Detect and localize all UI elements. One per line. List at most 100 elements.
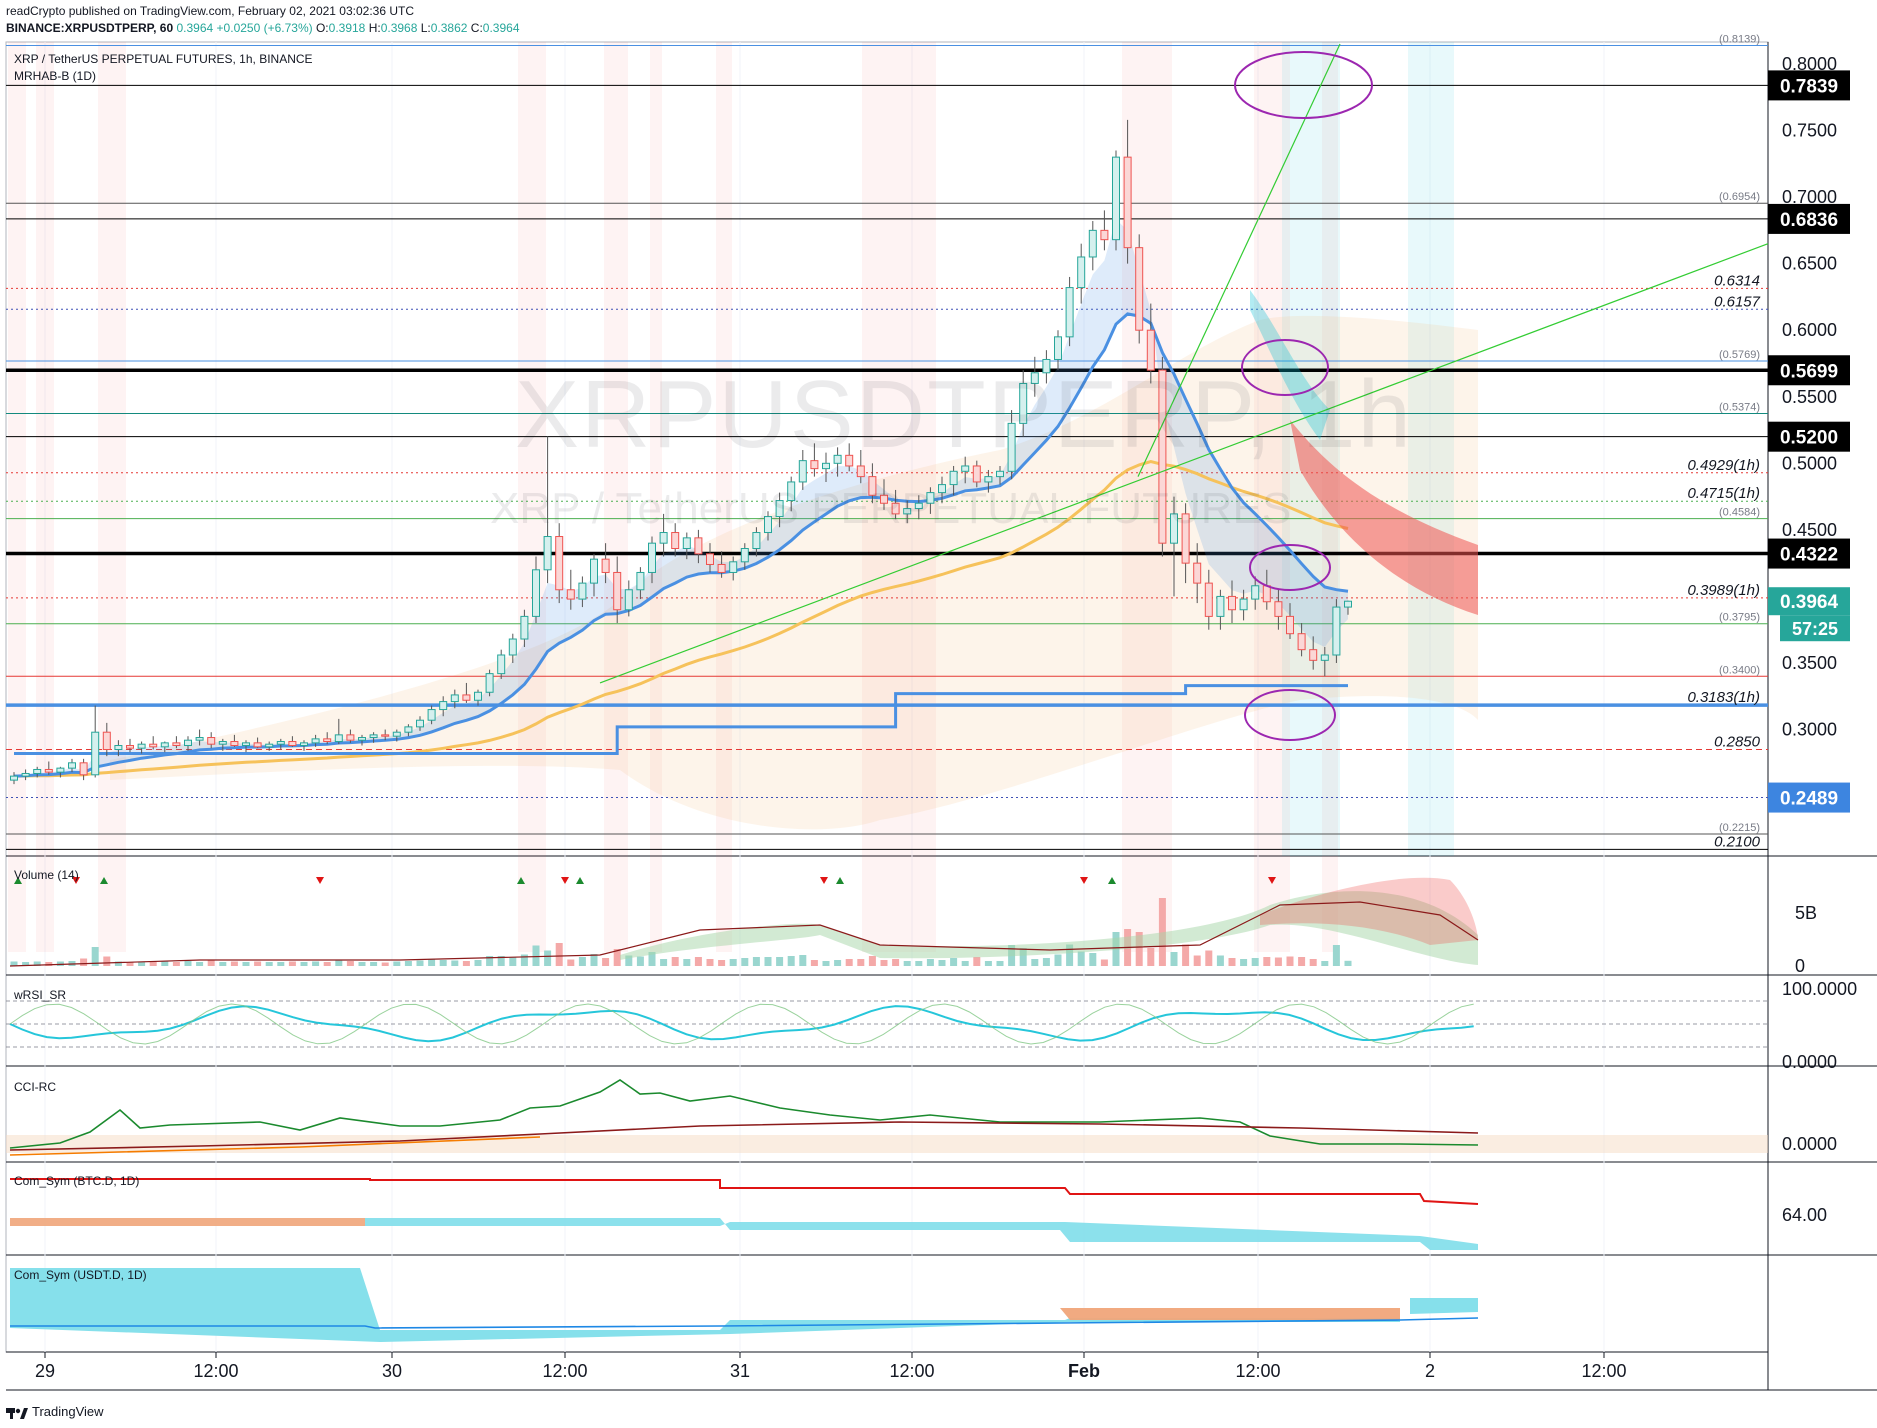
candle-body-95	[1112, 156, 1120, 241]
candle-body-73	[856, 465, 865, 478]
candle-body-42	[497, 654, 506, 675]
volume-bar-103	[1205, 950, 1213, 966]
y-tick-5: 0.5500	[1782, 387, 1837, 407]
level-label-2: (0.6954)	[1719, 191, 1760, 203]
candle-body-31	[369, 734, 378, 739]
candles-group	[10, 119, 1352, 785]
ma-blue-line	[13, 312, 1349, 778]
candle-body-47	[555, 536, 564, 591]
candle-body-34	[404, 726, 413, 733]
volume-bar-27	[323, 962, 331, 966]
rsi-pane-label[interactable]: wRSI_SR	[14, 988, 67, 1002]
volume-bar-83	[973, 957, 981, 966]
volume-bar-51	[602, 958, 610, 966]
candle-body-13	[160, 742, 169, 748]
btcd-pane-label[interactable]: Com_Sym (BTC.D, 1D)	[14, 1174, 140, 1188]
volume-bar-28	[335, 960, 343, 966]
volume-bar-113	[1321, 961, 1329, 966]
hand-circle-2	[1249, 544, 1331, 591]
volume-bar-97	[1135, 932, 1143, 966]
volume-signal-2	[100, 877, 108, 884]
candle-body-83	[972, 465, 981, 483]
candle-body-106	[1239, 598, 1248, 611]
hand-circle-0	[1234, 51, 1373, 119]
candle-body-50	[590, 558, 598, 584]
level-label-11: 0.4715(1h)	[1687, 485, 1760, 502]
volume-bar-67	[787, 956, 795, 966]
candle-body-37	[439, 701, 448, 711]
candle-body-49	[578, 582, 587, 600]
candle-body-30	[358, 737, 366, 741]
volume-bar-112	[1309, 959, 1317, 966]
volume-bar-111	[1298, 957, 1306, 966]
candle-body-87	[1019, 382, 1028, 424]
volume-bar-38	[451, 960, 459, 966]
tradingview-logo[interactable]: TradingView	[6, 1404, 104, 1420]
indicator-legend[interactable]: MRHAB-B (1D)	[14, 69, 97, 83]
candle-body-48	[566, 589, 575, 600]
tradingview-logo-icon	[6, 1406, 28, 1420]
price-badge-5: 0.2489	[1780, 789, 1838, 810]
volume-bar-107	[1251, 958, 1259, 966]
volume-bar-74	[868, 956, 876, 966]
candle-body-39	[462, 694, 471, 701]
volume-bar-33	[393, 961, 401, 966]
price-badge-3: 0.5200	[1780, 428, 1838, 449]
cci-signal-line	[9, 1121, 1479, 1151]
volume-signal-1	[72, 877, 80, 884]
volume-bar-115	[1344, 960, 1352, 966]
candle-body-85	[996, 470, 1004, 478]
volume-bar-45	[532, 945, 540, 966]
volume-bar-92	[1077, 951, 1085, 966]
volume-pane-label[interactable]: Volume (14)	[14, 868, 79, 882]
volume-bar-78	[915, 961, 923, 966]
x-tick-9: 12:00	[1581, 1361, 1626, 1381]
level-label-18: 0.2850	[1714, 734, 1761, 751]
volume-bar-93	[1089, 953, 1097, 966]
x-tick-3: 12:00	[542, 1361, 587, 1381]
candle-body-38	[450, 694, 459, 703]
volume-bar-80	[938, 960, 946, 966]
watermark-ticker: XRPUSDTPERP, 1h	[515, 361, 1413, 468]
candle-body-88	[1030, 372, 1039, 384]
volume-bar-25	[300, 962, 308, 966]
level-label-15: (0.3795)	[1719, 612, 1760, 624]
candle-body-89	[1042, 358, 1051, 374]
level-label-21: 0.2100	[1714, 833, 1761, 850]
volume-bar-82	[961, 961, 969, 966]
candle-body-68	[798, 460, 807, 483]
volume-bar-62	[729, 959, 737, 966]
volume-bar-56	[660, 959, 668, 966]
rsi-sr-line	[9, 1003, 1474, 1045]
candle-body-105	[1228, 595, 1236, 611]
candle-body-101	[1181, 513, 1190, 564]
volume-bar-23	[277, 962, 285, 966]
volume-bar-57	[671, 957, 679, 966]
level-label-16: (0.3400)	[1719, 664, 1760, 676]
volume-bar-98	[1147, 948, 1155, 966]
volume-signal-7	[820, 877, 828, 884]
red-band-4	[604, 42, 628, 952]
candle-body-18	[218, 741, 227, 745]
x-tick-8: 2	[1425, 1361, 1435, 1381]
symbol-legend[interactable]: XRP / TetherUS PERPETUAL FUTURES, 1h, BI…	[14, 52, 313, 66]
red-band-2	[98, 42, 126, 952]
volume-bar-29	[346, 961, 354, 966]
candle-body-84	[984, 476, 993, 483]
candle-body-93	[1088, 229, 1097, 258]
candle-body-65	[764, 516, 772, 534]
usdtd-pane-label[interactable]: Com_Sym (USDT.D, 1D)	[14, 1268, 147, 1282]
y-tick-8: 0.3500	[1782, 653, 1837, 673]
step-line	[14, 684, 1348, 755]
cci-pane-label[interactable]: CCI-RC	[14, 1080, 56, 1094]
countdown-label: 57:25	[1792, 619, 1838, 639]
candle-body-53	[624, 589, 633, 611]
volume-signal-6	[576, 877, 584, 884]
volume-bar-55	[648, 952, 656, 966]
trendline-steep	[1137, 43, 1341, 477]
volume-bar-114	[1332, 945, 1340, 966]
candle-body-0	[10, 775, 18, 781]
candle-body-1	[21, 772, 30, 777]
volume-bar-109	[1274, 957, 1282, 966]
